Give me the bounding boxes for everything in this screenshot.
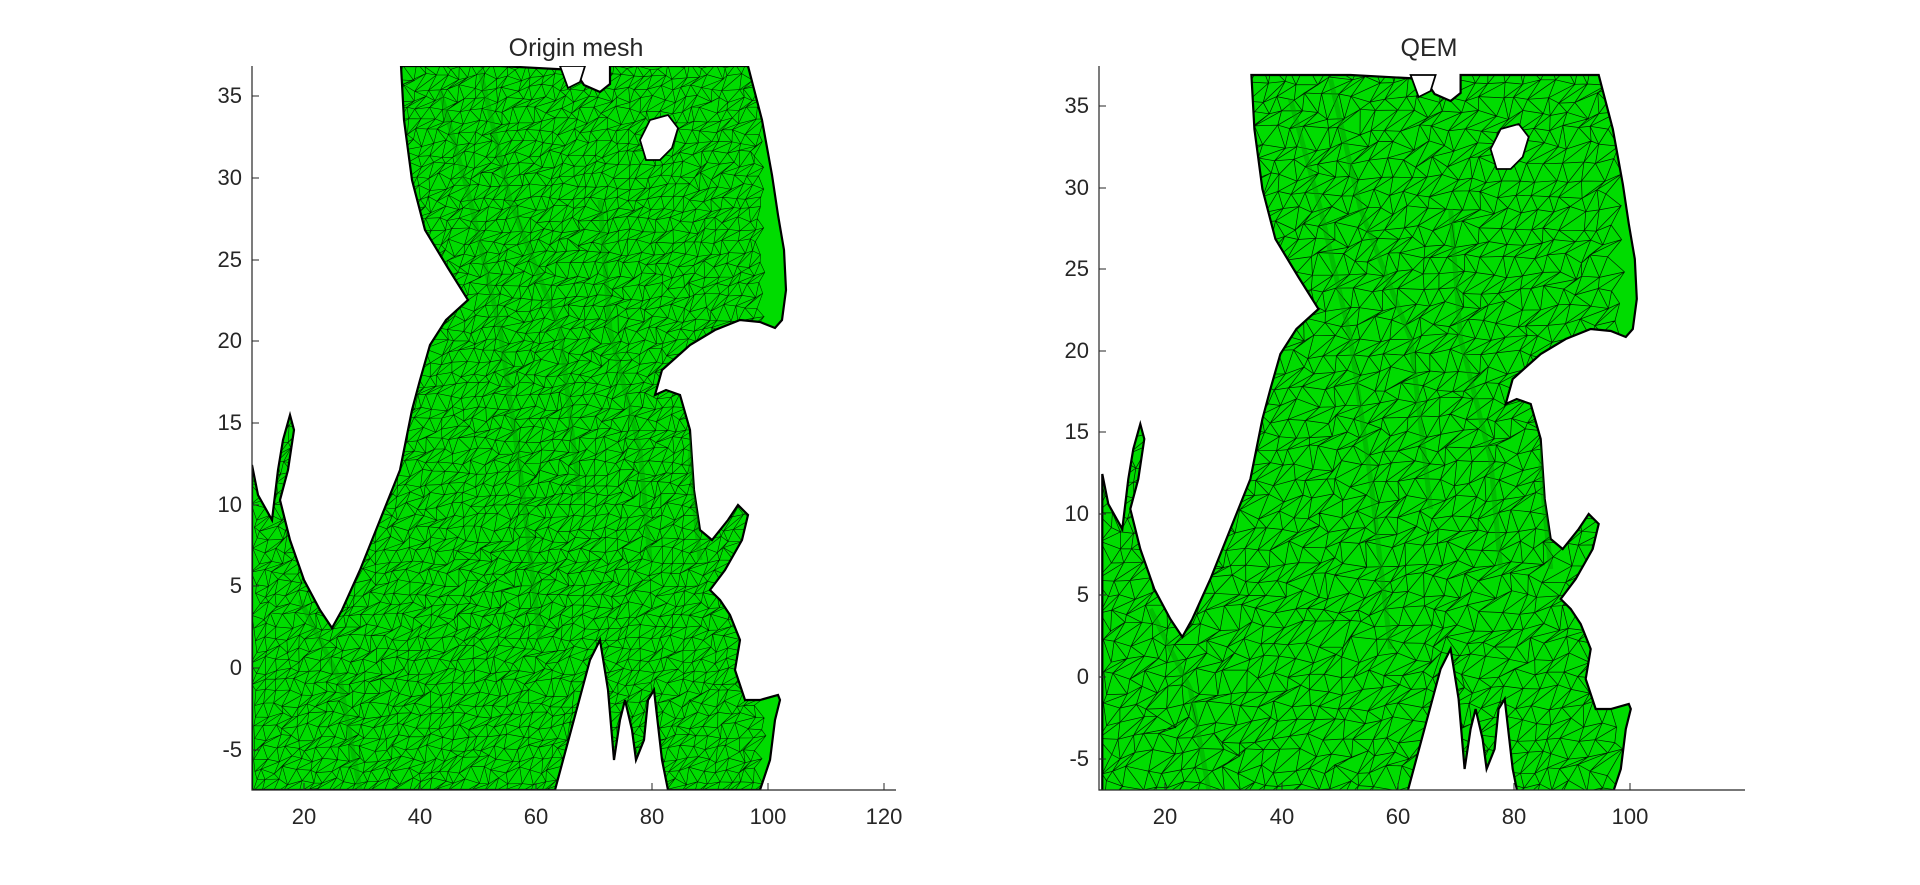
x-tick-label: 40 bbox=[407, 804, 433, 829]
mesh-shading bbox=[1448, 208, 1504, 570]
mesh-shading bbox=[437, 89, 543, 641]
x-tick-label: 40 bbox=[1269, 804, 1295, 829]
y-tick-label: -5 bbox=[1069, 746, 1089, 771]
mesh-shading bbox=[477, 69, 583, 501]
y-tick-label: -5 bbox=[222, 737, 242, 762]
y-tick-label: 35 bbox=[1064, 93, 1089, 118]
panel-origin-mesh: Origin mesh bbox=[251, 34, 896, 791]
mesh-hole bbox=[639, 113, 679, 161]
y-tick-label: 5 bbox=[1076, 582, 1089, 607]
plot-title: QEM bbox=[1400, 34, 1458, 62]
mesh-hole bbox=[559, 66, 586, 90]
y-tick-label: 10 bbox=[217, 492, 242, 517]
mesh-shading bbox=[1287, 98, 1393, 650]
x-tick-label: 60 bbox=[1385, 804, 1411, 829]
mesh-silhouette bbox=[252, 66, 788, 790]
y-tick-label: 10 bbox=[1064, 501, 1089, 526]
y-tick-label: 0 bbox=[1076, 664, 1089, 689]
y-tick-label: 25 bbox=[1064, 256, 1089, 281]
y-tick-label: 0 bbox=[229, 655, 242, 680]
mesh-surface bbox=[1101, 73, 1638, 790]
y-tick-label: 20 bbox=[1064, 338, 1089, 363]
axes-lines bbox=[251, 66, 896, 791]
mesh-plot-origin bbox=[251, 66, 896, 791]
y-tick-label: 25 bbox=[217, 247, 242, 272]
x-tick-label: 80 bbox=[1501, 804, 1527, 829]
y-tick-label: 35 bbox=[217, 83, 242, 108]
mesh-shading bbox=[1328, 78, 1434, 510]
x-tick-label: 80 bbox=[639, 804, 665, 829]
x-tick-label: 120 bbox=[865, 804, 903, 829]
y-tick-label: 30 bbox=[1064, 175, 1089, 200]
x-tick-label: 20 bbox=[1152, 804, 1178, 829]
y-tick-label: 15 bbox=[217, 410, 242, 435]
axes-lines bbox=[1098, 66, 1745, 791]
mesh-shading bbox=[1148, 607, 1213, 790]
y-tick-label: 15 bbox=[1064, 419, 1089, 444]
x-tick-label: 20 bbox=[291, 804, 317, 829]
mesh-shading bbox=[597, 199, 653, 561]
x-tick-label: 100 bbox=[749, 804, 787, 829]
plot-title: Origin mesh bbox=[508, 34, 644, 62]
y-tick-label: 5 bbox=[229, 573, 242, 598]
mesh-shading bbox=[297, 598, 363, 790]
mesh-hole bbox=[1409, 74, 1437, 99]
x-tick-label: 60 bbox=[523, 804, 549, 829]
y-tick-label: 30 bbox=[217, 165, 242, 190]
x-tick-label: 100 bbox=[1611, 804, 1649, 829]
mesh-hole bbox=[1489, 122, 1530, 170]
y-tick-label: 20 bbox=[217, 328, 242, 353]
